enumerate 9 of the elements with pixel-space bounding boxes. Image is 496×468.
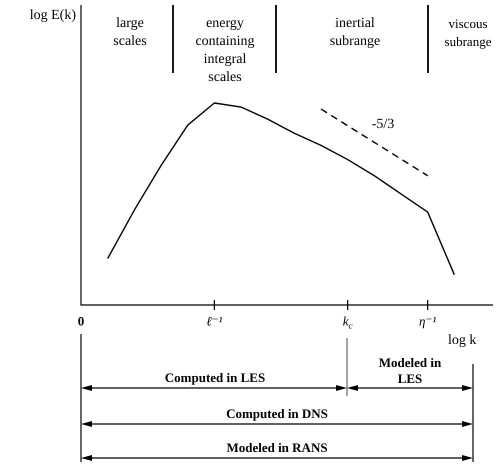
text: viscous subrange bbox=[444, 15, 492, 51]
text: energy containing integral scales bbox=[194, 15, 256, 87]
text: log E(k) bbox=[28, 7, 76, 25]
x-tick-label: η⁻¹ bbox=[419, 313, 436, 328]
annotation: -5/3 bbox=[370, 116, 396, 134]
text: inertial subrange bbox=[328, 15, 382, 51]
x-tick-label: ℓ⁻¹ bbox=[206, 313, 223, 328]
x-tick-label: 0 bbox=[78, 313, 84, 328]
text: large scales bbox=[112, 15, 148, 51]
